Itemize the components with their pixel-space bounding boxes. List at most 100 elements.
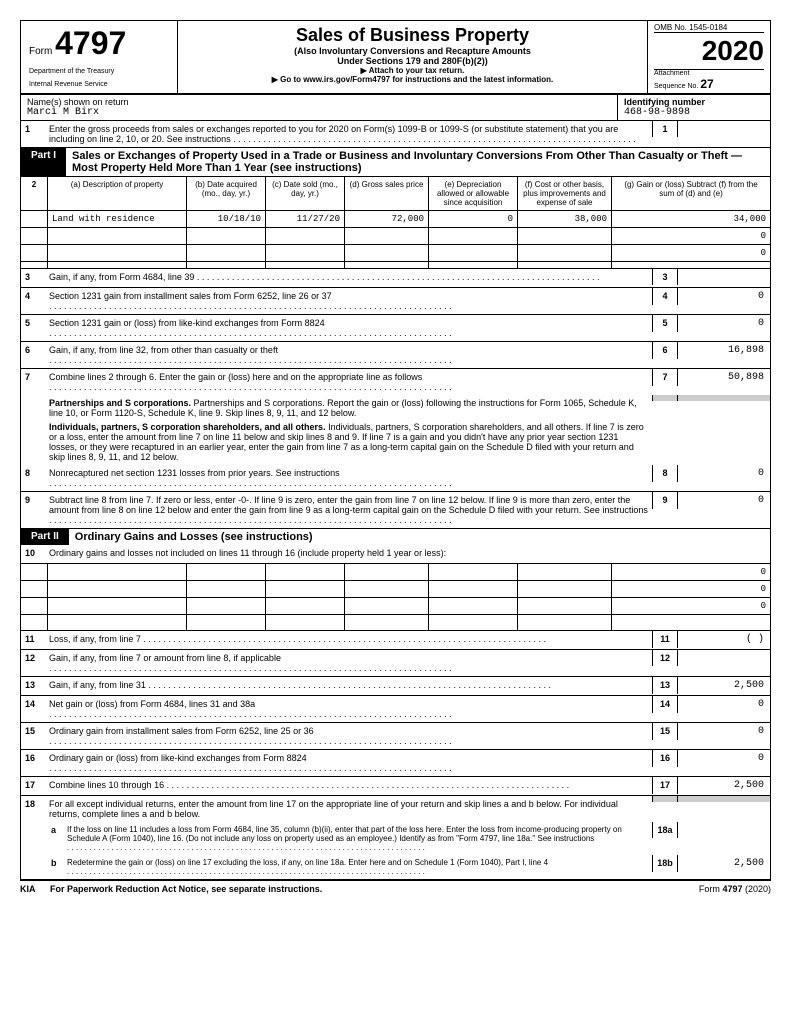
- cell-b[interactable]: [187, 228, 266, 245]
- sequence-number: 27: [700, 77, 713, 91]
- line-13-val[interactable]: 2,500: [678, 677, 770, 694]
- cell-f[interactable]: 38,000: [518, 211, 612, 228]
- line-11-text: Loss, if any, from line 7: [49, 634, 141, 644]
- line-4-box: 4: [652, 288, 678, 305]
- form-footer: KIA For Paperwork Reduction Act Notice, …: [20, 880, 771, 894]
- line-14-box: 14: [652, 696, 678, 713]
- cell-c[interactable]: [266, 228, 345, 245]
- line-9-num: 9: [21, 492, 49, 508]
- cell-g[interactable]: 0: [612, 581, 771, 598]
- line-5-val[interactable]: 0: [678, 315, 770, 332]
- line-8-val[interactable]: 0: [678, 465, 770, 482]
- table-row: 0: [21, 581, 771, 598]
- line-12-val[interactable]: [678, 650, 770, 666]
- form-subtitle2: Under Sections 179 and 280F(b)(2)): [182, 56, 643, 66]
- line-11-val[interactable]: ( ): [678, 631, 770, 648]
- cell-f[interactable]: [518, 262, 612, 269]
- cell-b[interactable]: [187, 245, 266, 262]
- goto-note: ▶ Go to www.irs.gov/Form4797 for instruc…: [182, 75, 643, 84]
- cell-b[interactable]: 10/18/10: [187, 211, 266, 228]
- part-1-label: Part I: [21, 148, 66, 176]
- line-7-num: 7: [21, 369, 49, 385]
- line-5: 5Section 1231 gain or (loss) from like-k…: [20, 315, 771, 342]
- line-16-val[interactable]: 0: [678, 750, 770, 767]
- attachment-label: Attachment: [654, 70, 689, 77]
- line-14-num: 14: [21, 696, 49, 712]
- col-e: (e) Depreciation allowed or allowable si…: [429, 177, 518, 211]
- cell-g[interactable]: 0: [612, 564, 771, 581]
- line-9-box: 9: [652, 492, 678, 509]
- line-9-val[interactable]: 0: [678, 492, 770, 509]
- line-8-num: 8: [21, 465, 49, 481]
- col-f: (f) Cost or other basis, plus improvemen…: [518, 177, 612, 211]
- cell-d[interactable]: [345, 262, 429, 269]
- footer-kia: KIA: [20, 884, 50, 894]
- cell-d[interactable]: [345, 228, 429, 245]
- line-10-num: 10: [21, 545, 49, 561]
- cell-b[interactable]: [187, 262, 266, 269]
- line-10-text: Ordinary gains and losses not included o…: [49, 545, 770, 561]
- form-subtitle1: (Also Involuntary Conversions and Recapt…: [182, 46, 643, 56]
- line-18a-letter: a: [49, 822, 67, 838]
- cell-c[interactable]: [266, 262, 345, 269]
- cell-c[interactable]: [266, 245, 345, 262]
- cell-e[interactable]: 0: [429, 211, 518, 228]
- line-7-val[interactable]: 50,898: [678, 369, 770, 386]
- cell-a[interactable]: Land with residence: [48, 211, 187, 228]
- line-5-text: Section 1231 gain or (loss) from like-ki…: [49, 318, 325, 328]
- cell-f[interactable]: [518, 245, 612, 262]
- cell-d[interactable]: 72,000: [345, 211, 429, 228]
- form-number: 4797: [55, 25, 126, 61]
- line-12-box: 12: [652, 650, 678, 666]
- line-15-val[interactable]: 0: [678, 723, 770, 740]
- part-2-header: Part II Ordinary Gains and Losses (see i…: [20, 529, 771, 545]
- cell-f[interactable]: [518, 228, 612, 245]
- line-18b-text: Redetermine the gain or (loss) on line 1…: [67, 858, 548, 867]
- line-6-val[interactable]: 16,898: [678, 342, 770, 359]
- cell-g[interactable]: 0: [612, 598, 771, 615]
- cell-c[interactable]: 11/27/20: [266, 211, 345, 228]
- line-16-text: Ordinary gain or (loss) from like-kind e…: [49, 753, 307, 763]
- id-label: Identifying number: [624, 97, 764, 107]
- cell-d[interactable]: [345, 245, 429, 262]
- line-13-text: Gain, if any, from line 31: [49, 680, 146, 690]
- cell-g[interactable]: [612, 262, 771, 269]
- line-1-val[interactable]: [678, 121, 770, 137]
- footer-year: (2020): [745, 884, 771, 894]
- line-16-box: 16: [652, 750, 678, 767]
- footer-notice: For Paperwork Reduction Act Notice, see …: [50, 884, 699, 894]
- table-row: [21, 615, 771, 631]
- line-3-val[interactable]: [678, 269, 770, 285]
- line-17-val[interactable]: 2,500: [678, 777, 770, 794]
- line-18b-val[interactable]: 2,500: [678, 855, 770, 872]
- cell-e[interactable]: [429, 245, 518, 262]
- line-18b-letter: b: [49, 855, 67, 871]
- line-14-val[interactable]: 0: [678, 696, 770, 713]
- footer-form-num: 4797: [722, 884, 742, 894]
- cell-e[interactable]: [429, 262, 518, 269]
- col-d: (d) Gross sales price: [345, 177, 429, 211]
- line-11-box: 11: [652, 631, 678, 648]
- line-7-text: Combine lines 2 through 6. Enter the gai…: [49, 372, 422, 382]
- line-7: 7Combine lines 2 through 6. Enter the ga…: [20, 369, 771, 395]
- omb-number: OMB No. 1545-0184: [654, 23, 764, 32]
- cell-a[interactable]: [48, 228, 187, 245]
- line-8: 8 Nonrecaptured net section 1231 losses …: [20, 465, 771, 492]
- cell-g[interactable]: 34,000: [612, 211, 771, 228]
- line-2-num: 2: [21, 177, 48, 211]
- line-10: 10 Ordinary gains and losses not include…: [20, 545, 771, 563]
- cell-g[interactable]: 0: [612, 228, 771, 245]
- cell-e[interactable]: [429, 228, 518, 245]
- line-4-val[interactable]: 0: [678, 288, 770, 305]
- col-c: (c) Date sold (mo., day, yr.): [266, 177, 345, 211]
- line-18a-val[interactable]: [678, 822, 770, 838]
- line-12-num: 12: [21, 650, 49, 666]
- cell-g[interactable]: [612, 615, 771, 631]
- cell-g[interactable]: 0: [612, 245, 771, 262]
- cell-a[interactable]: [48, 262, 187, 269]
- line-9-text: Subtract line 8 from line 7. If zero or …: [49, 495, 648, 515]
- header-right: OMB No. 1545-0184 2020 Attachment Sequen…: [648, 21, 770, 93]
- table-line-10: 0 0 0: [20, 563, 771, 631]
- cell-a[interactable]: [48, 245, 187, 262]
- line-16: 16 Ordinary gain or (loss) from like-kind…: [20, 750, 771, 777]
